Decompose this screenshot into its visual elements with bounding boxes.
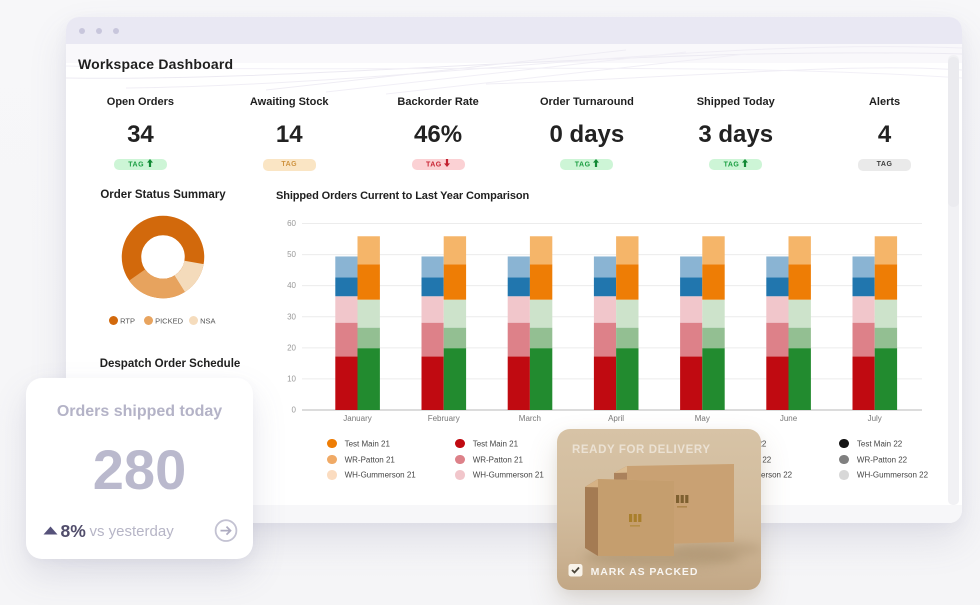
svg-text:40: 40	[287, 281, 296, 290]
svg-text:May: May	[695, 414, 710, 423]
svg-text:February: February	[428, 414, 460, 423]
svg-text:June: June	[780, 414, 798, 423]
svg-text:30: 30	[287, 312, 296, 321]
svg-text:vs yesterday: vs yesterday	[90, 523, 175, 540]
svg-text:60: 60	[287, 219, 296, 228]
svg-text:8%: 8%	[61, 521, 87, 541]
svg-text:July: July	[868, 414, 882, 423]
svg-text:April: April	[608, 414, 624, 423]
svg-text:March: March	[519, 414, 541, 423]
svg-text:50: 50	[287, 250, 296, 259]
svg-text:January: January	[343, 414, 371, 423]
svg-text:20: 20	[287, 343, 296, 352]
svg-text:10: 10	[287, 374, 296, 383]
svg-text:0: 0	[292, 406, 297, 415]
